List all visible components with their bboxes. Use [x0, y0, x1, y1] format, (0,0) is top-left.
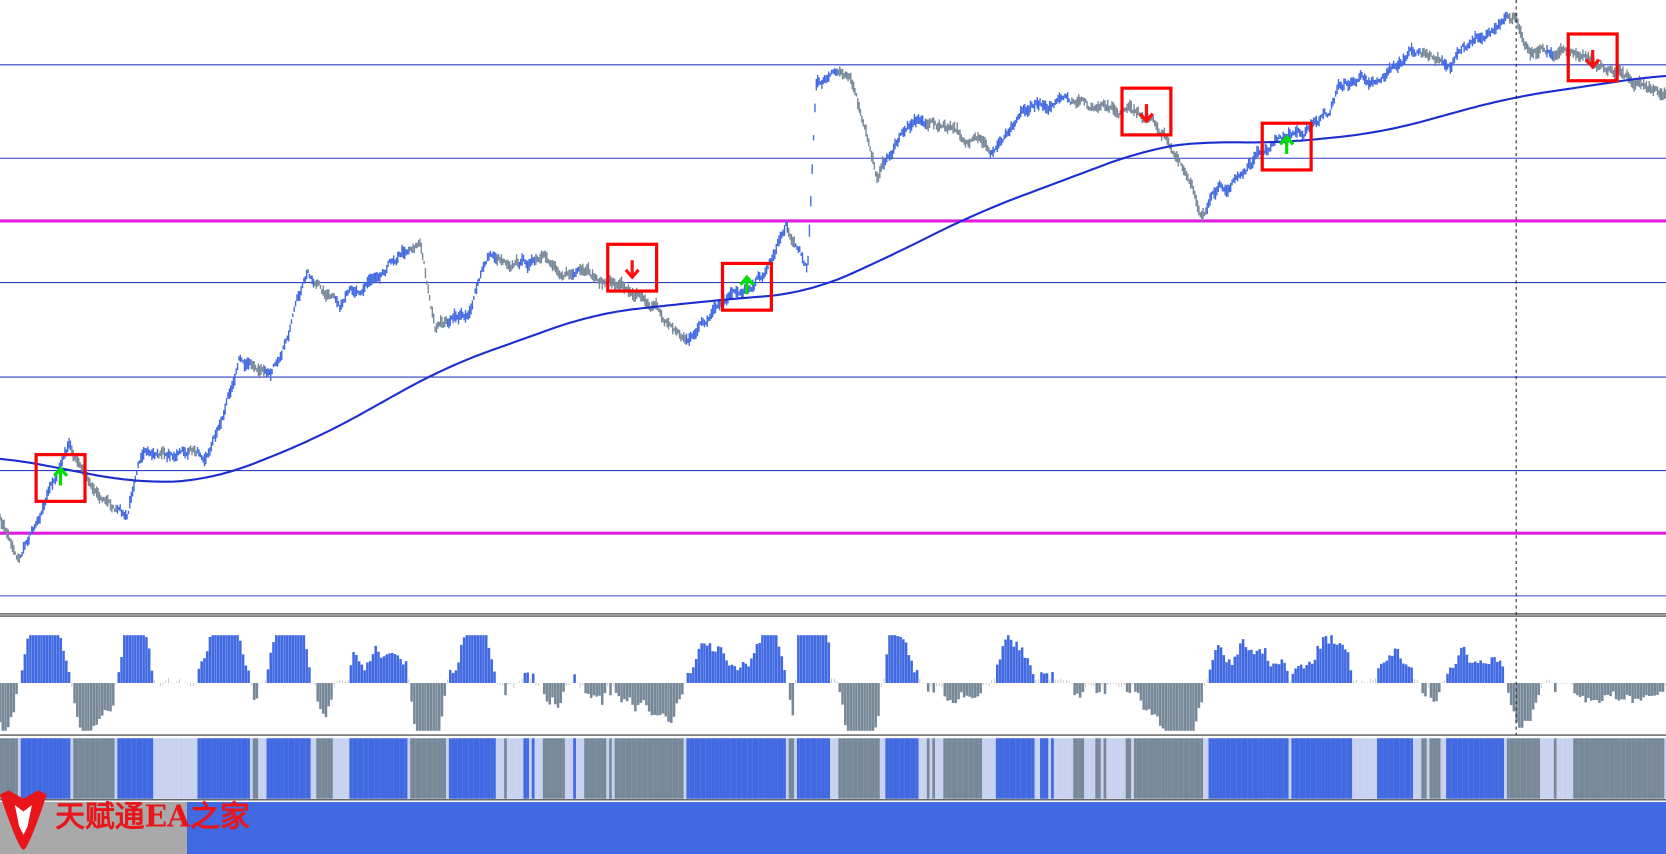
moving-average: [0, 74, 1666, 483]
signal-strip: [0, 738, 1666, 799]
signal-box: [34, 453, 87, 503]
signal-arrow-head: [1138, 112, 1155, 124]
signals: [34, 32, 1619, 503]
signal-box: [1566, 32, 1619, 83]
watermark-logo-inner: [14, 805, 32, 835]
signal-arrow-head: [624, 268, 640, 280]
signal-arrow-head: [52, 465, 69, 477]
watermark: 天赋通EA之家: [0, 790, 250, 850]
signal-arrow-head: [739, 274, 755, 286]
price-levels: [0, 64, 1666, 597]
bottom-band: [0, 801, 1666, 854]
price-bars: [0, 11, 1666, 563]
watermark-text: 天赋通EA之家: [55, 799, 250, 834]
signal-box: [606, 242, 659, 293]
signal-box: [1260, 121, 1313, 172]
signal-arrow-head: [1279, 134, 1295, 146]
signal-box: [1120, 86, 1173, 137]
signal-box: [720, 261, 773, 312]
histogram: [0, 635, 1666, 731]
signal-arrow-head: [1585, 58, 1601, 70]
